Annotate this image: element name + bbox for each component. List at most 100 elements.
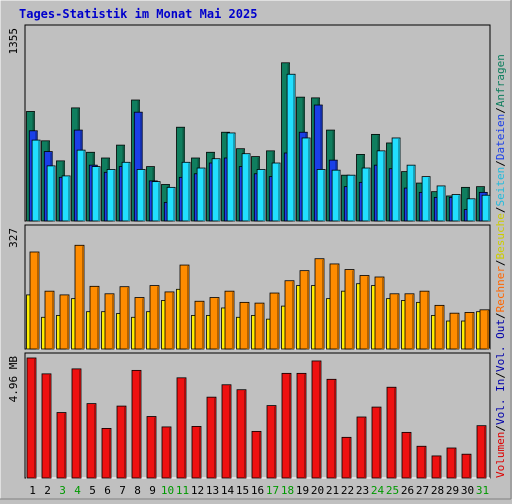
bar-rechner-day-17-shade xyxy=(277,294,279,349)
x-tick-label-day-19: 19 xyxy=(296,484,309,497)
bar-volumen-day-5-shade xyxy=(94,404,96,478)
x-tick-label-day-16: 16 xyxy=(251,484,264,497)
bar-volumen-day-31 xyxy=(476,425,487,479)
bar-seiten-day-25-shade xyxy=(398,138,401,221)
bar-rechner-day-6 xyxy=(104,293,115,350)
bar-rechner-day-24 xyxy=(374,276,385,350)
bar-volumen-day-27 xyxy=(416,445,427,479)
bar-seiten-day-5 xyxy=(91,166,101,222)
x-tick-label-day-12: 12 xyxy=(191,484,204,497)
bar-volumen-day-20-shade xyxy=(319,361,321,478)
bar-rechner-day-13 xyxy=(209,297,220,350)
bar-volumen-day-12 xyxy=(191,426,202,479)
bar-volumen-day-30-shade xyxy=(469,455,471,478)
x-tick-label-day-9: 9 xyxy=(149,484,156,497)
bar-rechner-day-6-shade xyxy=(112,294,114,349)
bar-rechner-day-21 xyxy=(329,263,340,350)
bar-seiten-day-26 xyxy=(406,164,416,222)
bar-volumen-day-16 xyxy=(251,430,262,479)
bar-rechner-day-24-shade xyxy=(382,277,384,349)
bar-volumen-day-27-shade xyxy=(424,447,426,478)
bar-volumen-day-9 xyxy=(146,416,157,479)
legend-part-3: / xyxy=(494,372,507,379)
bar-rechner-day-17 xyxy=(269,292,280,350)
legend-part-7: / xyxy=(494,259,507,266)
bar-seiten-day-26-shade xyxy=(413,166,416,221)
panels: 1355 327 4.96 MB xyxy=(7,24,491,479)
bar-rechner-day-25 xyxy=(389,293,400,350)
bar-volumen-day-29-shade xyxy=(454,448,456,478)
bar-volumen-day-18-shade xyxy=(289,374,291,478)
bar-volumen-day-19 xyxy=(296,372,307,479)
bar-rechner-day-2 xyxy=(44,290,55,350)
legend-part-1: / xyxy=(494,425,507,432)
bar-seiten-day-2 xyxy=(46,165,56,222)
bar-seiten-day-8-shade xyxy=(143,170,146,221)
bar-volumen-day-11 xyxy=(176,377,187,479)
bar-seiten-day-12 xyxy=(196,167,206,222)
bar-rechner-day-31 xyxy=(479,309,490,350)
bar-rechner-day-12-shade xyxy=(202,302,204,349)
legend-part-0: Volumen xyxy=(494,432,507,478)
bar-seiten-day-16-shade xyxy=(263,170,266,221)
bar-volumen-day-17-shade xyxy=(274,406,276,478)
bar-volumen-day-23-shade xyxy=(364,417,366,478)
legend-part-5: / xyxy=(494,312,507,319)
x-tick-label-day-13: 13 xyxy=(206,484,219,497)
bar-rechner-day-2-shade xyxy=(52,292,54,349)
x-tick-label-day-14: 14 xyxy=(221,484,235,497)
bar-volumen-day-10 xyxy=(161,426,172,479)
x-tick-label-day-21: 21 xyxy=(326,484,339,497)
bar-seiten-day-15 xyxy=(241,153,251,222)
x-tick-label-day-31: 31 xyxy=(476,484,489,497)
bar-volumen-day-5 xyxy=(86,403,97,479)
bar-rechner-day-4 xyxy=(74,244,85,350)
x-tick-label-day-20: 20 xyxy=(311,484,324,497)
x-tick-label-day-22: 22 xyxy=(341,484,354,497)
bar-seiten-day-6-shade xyxy=(113,170,116,221)
bar-rechner-day-16-shade xyxy=(262,304,264,349)
bar-seiten-day-28-shade xyxy=(443,186,446,221)
bar-rechner-day-18-shade xyxy=(292,281,294,349)
bar-volumen-day-17 xyxy=(266,405,277,479)
x-tick-label-day-4: 4 xyxy=(74,484,81,497)
x-tick-label-day-8: 8 xyxy=(134,484,141,497)
volume-panel-bars xyxy=(26,357,487,479)
bar-rechner-day-14 xyxy=(224,290,235,350)
bar-volumen-day-15-shade xyxy=(244,390,246,478)
x-tick-label-day-3: 3 xyxy=(59,484,66,497)
bar-volumen-day-14 xyxy=(221,384,232,479)
bar-rechner-day-22 xyxy=(344,269,355,350)
bar-volumen-day-21-shade xyxy=(334,380,336,478)
bar-rechner-day-5-shade xyxy=(97,287,99,349)
bar-rechner-day-8-shade xyxy=(142,298,144,349)
bar-seiten-day-4 xyxy=(76,149,86,222)
volume-panel: 4.96 MB xyxy=(7,352,491,479)
bar-volumen-day-22-shade xyxy=(349,438,351,478)
right-legend-text: Volumen/Vol. In/Vol. Out/Rechner/Besuche… xyxy=(494,54,507,478)
bar-seiten-day-18-shade xyxy=(293,75,296,222)
bar-seiten-day-3 xyxy=(61,175,71,222)
bar-seiten-day-20-shade xyxy=(323,170,326,221)
x-tick-label-day-11: 11 xyxy=(176,484,189,497)
bar-rechner-day-31-shade xyxy=(487,310,489,349)
x-tick-label-day-27: 27 xyxy=(416,484,429,497)
bar-seiten-day-7-shade xyxy=(128,163,131,221)
bar-seiten-day-10-shade xyxy=(173,188,176,221)
bar-rechner-day-25-shade xyxy=(397,294,399,349)
bar-volumen-day-1-shade xyxy=(34,358,36,478)
bar-volumen-day-6-shade xyxy=(109,429,111,478)
visits-panel-max-label: 327 xyxy=(7,228,20,248)
bar-volumen-day-12-shade xyxy=(199,427,201,478)
bar-volumen-day-21 xyxy=(326,378,337,479)
bar-rechner-day-28-shade xyxy=(442,306,444,349)
bar-rechner-day-15 xyxy=(239,301,250,350)
bar-seiten-day-23-shade xyxy=(368,169,371,221)
legend-part-4: Vol. Out xyxy=(494,319,507,372)
bar-volumen-day-20 xyxy=(311,360,322,479)
bar-volumen-day-19-shade xyxy=(304,374,306,478)
bar-volumen-day-29 xyxy=(446,447,457,479)
bar-rechner-day-3-shade xyxy=(67,295,69,349)
bar-rechner-day-14-shade xyxy=(232,292,234,349)
